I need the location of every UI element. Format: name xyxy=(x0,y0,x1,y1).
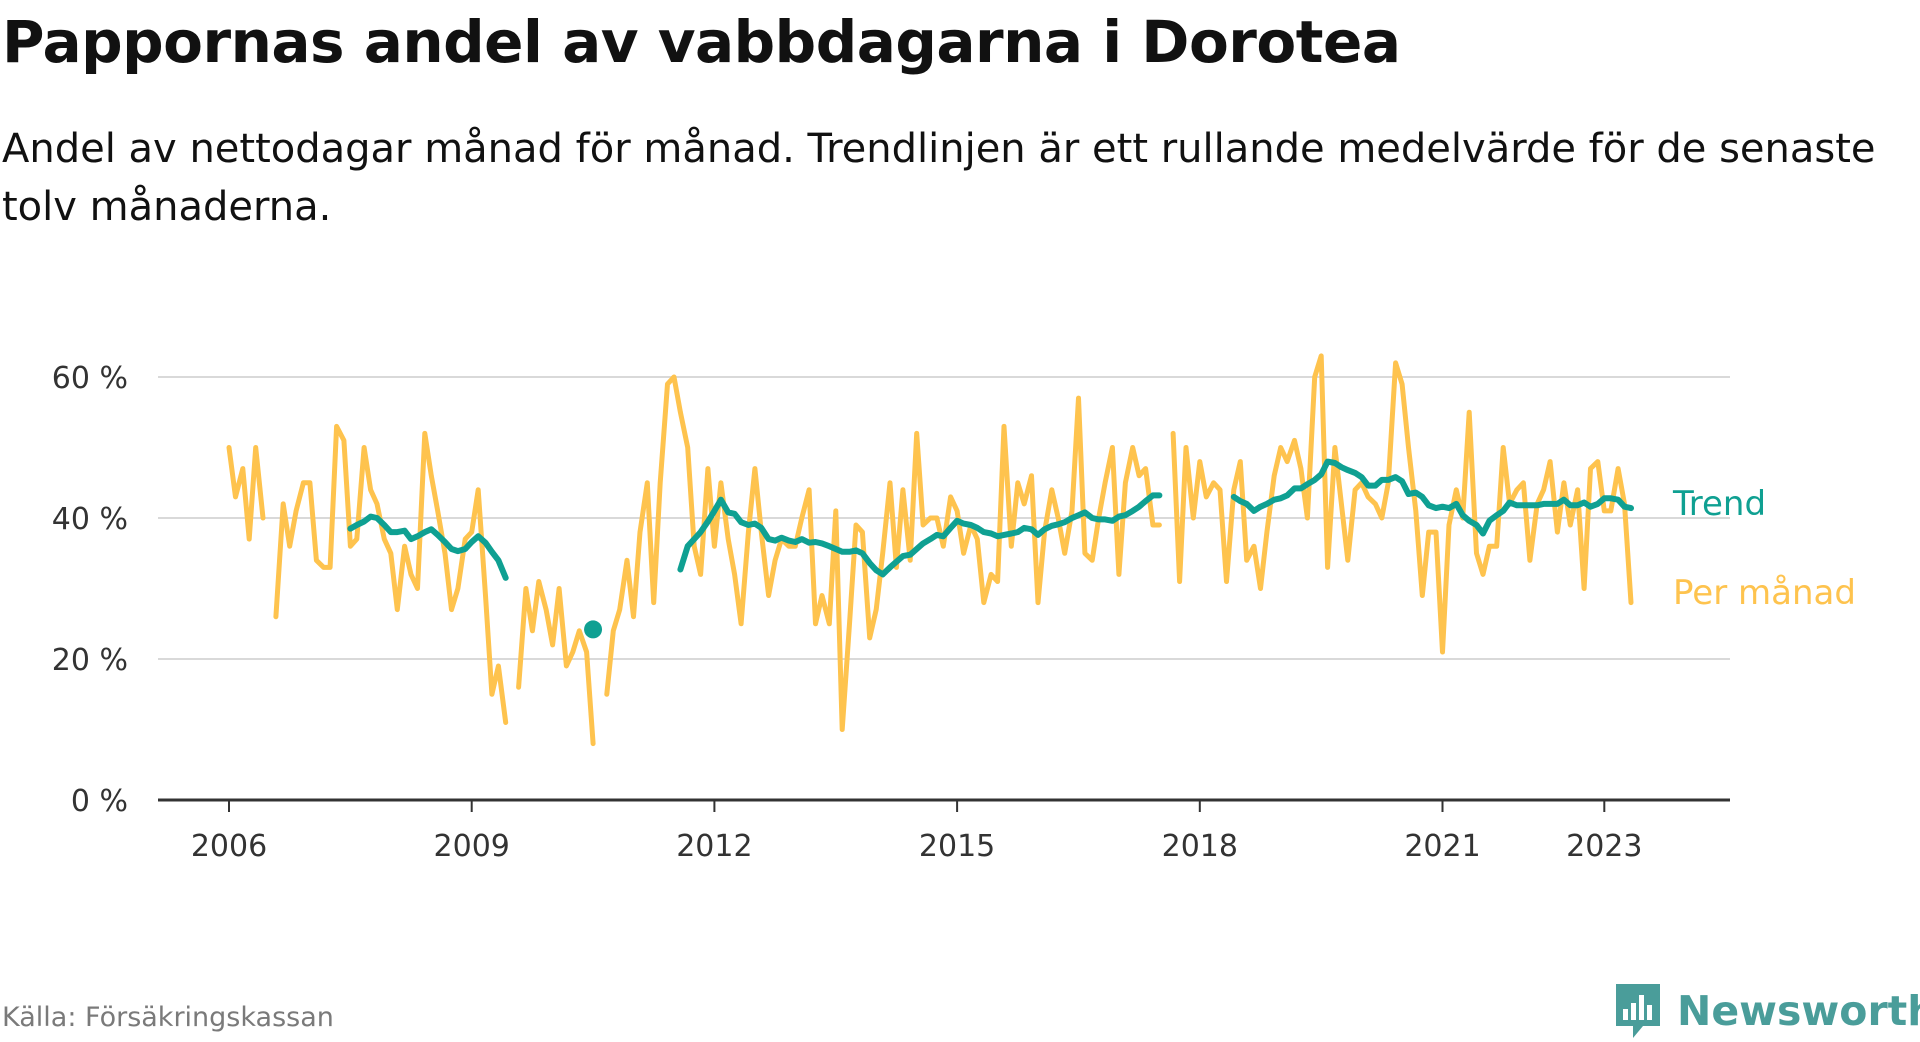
x-axis: 2006 2009 2012 2015 2018 2021 2023 xyxy=(158,798,1730,864)
y-axis-labels: 0 % 20 % 40 % 60 % xyxy=(52,361,128,819)
series-line xyxy=(677,492,1163,578)
brand-logo: Newsworthy xyxy=(1613,980,1920,1042)
y-tick-label: 0 % xyxy=(71,784,128,819)
series-trend xyxy=(347,458,1634,639)
series-line xyxy=(516,579,596,747)
y-tick-label: 40 % xyxy=(52,502,128,537)
series-lines xyxy=(226,353,1634,747)
chart-title: Pappornas andel av vabbdagarna i Dorotea xyxy=(2,8,1401,76)
x-tick-label: 2015 xyxy=(919,829,995,864)
data-point xyxy=(584,620,603,639)
chart-subtitle: Andel av nettodagar månad för månad. Tre… xyxy=(2,126,1876,230)
series-label-trend: Trend xyxy=(1672,484,1766,524)
series-label-monthly: Per månad xyxy=(1673,573,1856,613)
x-tick-label: 2018 xyxy=(1162,829,1238,864)
newsworthy-logo-icon xyxy=(1616,984,1660,1038)
series-monthly xyxy=(226,353,1634,747)
series-line xyxy=(347,513,509,581)
x-tick-label: 2021 xyxy=(1404,829,1480,864)
brand-name: Newsworthy xyxy=(1677,987,1920,1035)
y-tick-label: 20 % xyxy=(52,643,128,678)
x-tick-label: 2023 xyxy=(1566,829,1642,864)
y-tick-label: 60 % xyxy=(52,361,128,396)
source-note: Källa: Försäkringskassan xyxy=(2,1002,334,1033)
series-line xyxy=(1170,353,1634,655)
x-tick-label: 2006 xyxy=(191,829,267,864)
series-line xyxy=(604,374,1162,732)
series-labels: Per månad Trend xyxy=(1672,484,1856,613)
series-line xyxy=(226,445,266,542)
series-line xyxy=(273,423,509,725)
line-chart: 0 % 20 % 40 % 60 % 2006 2009 2012 2015 2018 2021… xyxy=(52,353,1856,864)
x-tick-label: 2009 xyxy=(434,829,510,864)
x-tick-label: 2012 xyxy=(676,829,752,864)
series-line xyxy=(1230,458,1634,537)
